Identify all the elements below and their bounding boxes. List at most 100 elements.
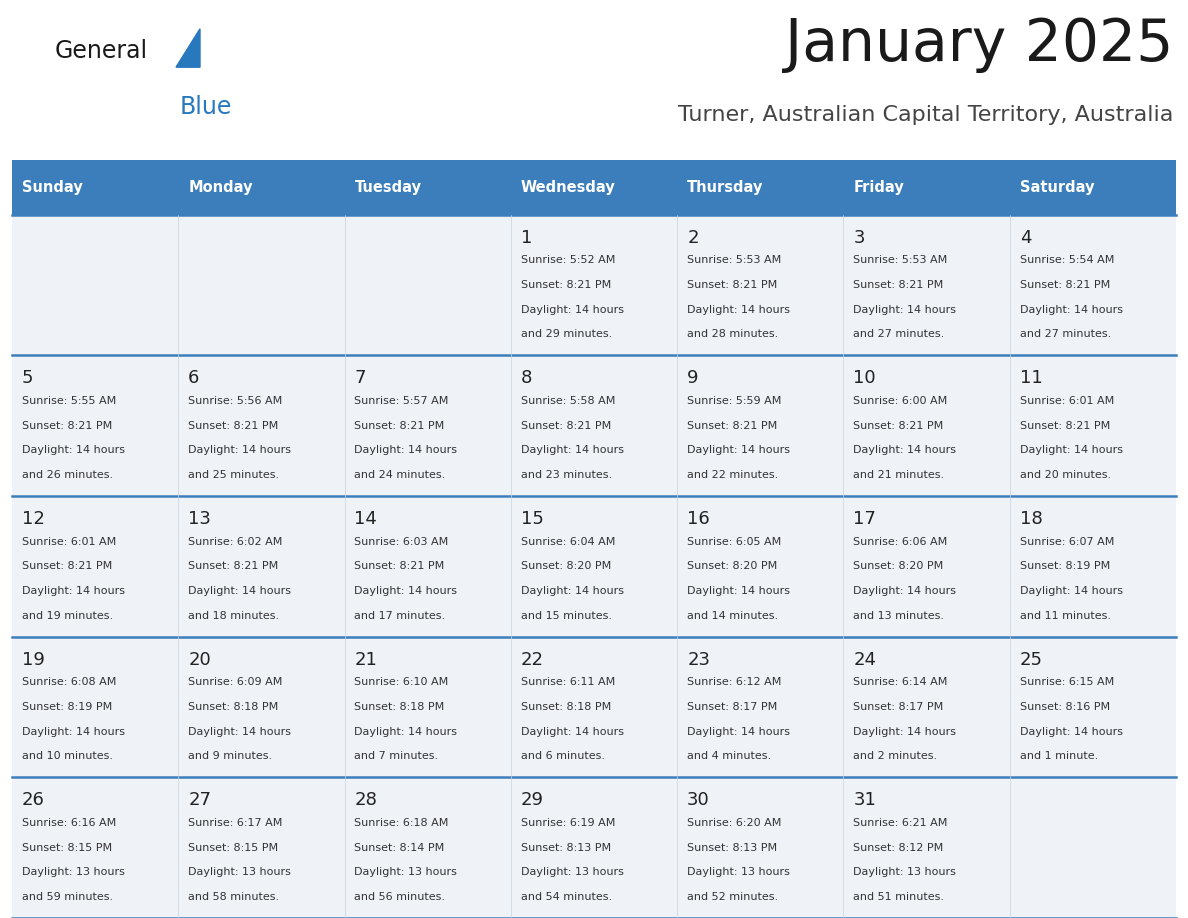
- Text: Daylight: 14 hours: Daylight: 14 hours: [1019, 586, 1123, 596]
- Text: and 58 minutes.: and 58 minutes.: [188, 892, 279, 902]
- Text: 7: 7: [354, 369, 366, 387]
- Text: 16: 16: [687, 510, 710, 528]
- Text: January 2025: January 2025: [784, 17, 1173, 73]
- Text: and 4 minutes.: and 4 minutes.: [687, 751, 771, 761]
- Text: Sunset: 8:18 PM: Sunset: 8:18 PM: [520, 702, 611, 712]
- Text: Sunrise: 5:53 AM: Sunrise: 5:53 AM: [853, 255, 948, 265]
- Text: Daylight: 14 hours: Daylight: 14 hours: [853, 445, 956, 455]
- Text: Daylight: 13 hours: Daylight: 13 hours: [354, 868, 457, 878]
- Text: Sunrise: 6:07 AM: Sunrise: 6:07 AM: [1019, 537, 1114, 547]
- Text: Daylight: 14 hours: Daylight: 14 hours: [354, 586, 457, 596]
- Text: and 20 minutes.: and 20 minutes.: [1019, 470, 1111, 480]
- Text: Sunset: 8:20 PM: Sunset: 8:20 PM: [687, 562, 777, 571]
- Text: Sunset: 8:21 PM: Sunset: 8:21 PM: [1019, 420, 1110, 431]
- Bar: [178, 496, 345, 636]
- Text: Sunrise: 6:15 AM: Sunrise: 6:15 AM: [1019, 677, 1114, 688]
- Text: 14: 14: [354, 510, 378, 528]
- Text: Daylight: 14 hours: Daylight: 14 hours: [687, 586, 790, 596]
- Text: and 17 minutes.: and 17 minutes.: [354, 610, 446, 621]
- Text: 6: 6: [188, 369, 200, 387]
- Text: Sunrise: 6:01 AM: Sunrise: 6:01 AM: [21, 537, 116, 547]
- Text: 27: 27: [188, 791, 211, 810]
- Bar: [511, 215, 677, 355]
- Bar: [12, 215, 178, 355]
- Text: Daylight: 14 hours: Daylight: 14 hours: [21, 445, 125, 455]
- Text: and 15 minutes.: and 15 minutes.: [520, 610, 612, 621]
- Bar: [178, 355, 345, 496]
- Text: 21: 21: [354, 651, 378, 668]
- Text: and 7 minutes.: and 7 minutes.: [354, 751, 438, 761]
- Text: Sunrise: 6:00 AM: Sunrise: 6:00 AM: [853, 396, 948, 406]
- Text: 31: 31: [853, 791, 877, 810]
- Text: Daylight: 13 hours: Daylight: 13 hours: [21, 868, 125, 878]
- Text: Sunset: 8:18 PM: Sunset: 8:18 PM: [354, 702, 444, 712]
- Bar: [1010, 160, 1176, 215]
- Bar: [843, 636, 1010, 778]
- Text: Sunrise: 6:20 AM: Sunrise: 6:20 AM: [687, 818, 782, 828]
- Text: and 54 minutes.: and 54 minutes.: [520, 892, 612, 902]
- Text: and 9 minutes.: and 9 minutes.: [188, 751, 272, 761]
- Text: Sunrise: 6:09 AM: Sunrise: 6:09 AM: [188, 677, 283, 688]
- Bar: [12, 636, 178, 778]
- Text: 10: 10: [853, 369, 876, 387]
- Text: 2: 2: [687, 229, 699, 247]
- Text: Daylight: 14 hours: Daylight: 14 hours: [687, 305, 790, 315]
- Text: 26: 26: [21, 791, 45, 810]
- Text: Blue: Blue: [181, 95, 233, 119]
- Text: Sunset: 8:12 PM: Sunset: 8:12 PM: [853, 843, 943, 853]
- Text: Sunrise: 5:55 AM: Sunrise: 5:55 AM: [21, 396, 116, 406]
- Bar: [12, 160, 178, 215]
- Bar: [12, 355, 178, 496]
- Text: Sunset: 8:21 PM: Sunset: 8:21 PM: [687, 420, 777, 431]
- Text: Daylight: 14 hours: Daylight: 14 hours: [188, 445, 291, 455]
- Text: Sunrise: 6:06 AM: Sunrise: 6:06 AM: [853, 537, 948, 547]
- Text: 15: 15: [520, 510, 544, 528]
- Text: and 23 minutes.: and 23 minutes.: [520, 470, 612, 480]
- Text: Daylight: 13 hours: Daylight: 13 hours: [687, 868, 790, 878]
- Text: Sunrise: 6:17 AM: Sunrise: 6:17 AM: [188, 818, 283, 828]
- Bar: [1010, 496, 1176, 636]
- Bar: [12, 496, 178, 636]
- Text: 29: 29: [520, 791, 544, 810]
- Text: Sunrise: 6:08 AM: Sunrise: 6:08 AM: [21, 677, 116, 688]
- Polygon shape: [176, 28, 200, 67]
- Text: 18: 18: [1019, 510, 1043, 528]
- Bar: [843, 496, 1010, 636]
- Bar: [345, 778, 511, 918]
- Text: 20: 20: [188, 651, 211, 668]
- Text: Sunset: 8:19 PM: Sunset: 8:19 PM: [1019, 562, 1110, 571]
- Text: Sunset: 8:21 PM: Sunset: 8:21 PM: [188, 562, 278, 571]
- Text: Sunset: 8:21 PM: Sunset: 8:21 PM: [1019, 280, 1110, 290]
- Bar: [843, 355, 1010, 496]
- Text: Daylight: 14 hours: Daylight: 14 hours: [853, 586, 956, 596]
- Text: Sunrise: 6:01 AM: Sunrise: 6:01 AM: [1019, 396, 1114, 406]
- Text: and 10 minutes.: and 10 minutes.: [21, 751, 113, 761]
- Text: Sunrise: 5:56 AM: Sunrise: 5:56 AM: [188, 396, 283, 406]
- Text: Daylight: 14 hours: Daylight: 14 hours: [853, 305, 956, 315]
- Text: Sunrise: 6:18 AM: Sunrise: 6:18 AM: [354, 818, 449, 828]
- Text: and 13 minutes.: and 13 minutes.: [853, 610, 944, 621]
- Bar: [677, 215, 843, 355]
- Text: Tuesday: Tuesday: [354, 180, 422, 195]
- Text: 22: 22: [520, 651, 544, 668]
- Text: Daylight: 14 hours: Daylight: 14 hours: [687, 727, 790, 736]
- Text: Sunset: 8:18 PM: Sunset: 8:18 PM: [188, 702, 278, 712]
- Bar: [178, 160, 345, 215]
- Text: 11: 11: [1019, 369, 1043, 387]
- Text: Sunrise: 6:10 AM: Sunrise: 6:10 AM: [354, 677, 449, 688]
- Text: and 22 minutes.: and 22 minutes.: [687, 470, 778, 480]
- Text: General: General: [55, 39, 148, 63]
- Bar: [677, 636, 843, 778]
- Text: Sunset: 8:21 PM: Sunset: 8:21 PM: [853, 280, 943, 290]
- Text: Monday: Monday: [188, 180, 253, 195]
- Text: 23: 23: [687, 651, 710, 668]
- Bar: [1010, 215, 1176, 355]
- Text: Daylight: 14 hours: Daylight: 14 hours: [1019, 727, 1123, 736]
- Text: Daylight: 14 hours: Daylight: 14 hours: [1019, 445, 1123, 455]
- Text: Daylight: 14 hours: Daylight: 14 hours: [188, 586, 291, 596]
- Bar: [345, 215, 511, 355]
- Text: and 27 minutes.: and 27 minutes.: [853, 330, 944, 340]
- Bar: [511, 355, 677, 496]
- Text: Sunset: 8:17 PM: Sunset: 8:17 PM: [687, 702, 777, 712]
- Text: Daylight: 13 hours: Daylight: 13 hours: [853, 868, 956, 878]
